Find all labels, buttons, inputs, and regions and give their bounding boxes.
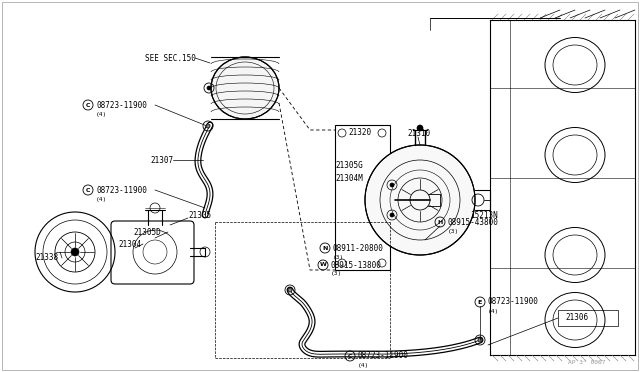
- Circle shape: [206, 124, 210, 128]
- Text: (3): (3): [333, 254, 344, 260]
- Text: 21320: 21320: [348, 128, 371, 137]
- Text: 21305: 21305: [188, 211, 211, 219]
- Text: (3): (3): [331, 272, 342, 276]
- Text: 08915-43800: 08915-43800: [448, 218, 499, 227]
- Circle shape: [390, 183, 394, 187]
- Text: 21307: 21307: [150, 155, 173, 164]
- Text: 21338: 21338: [35, 253, 58, 263]
- Text: 15213N: 15213N: [470, 211, 498, 219]
- Circle shape: [417, 125, 423, 131]
- Text: 08723-11900: 08723-11900: [358, 352, 409, 360]
- Text: 21304M: 21304M: [335, 173, 363, 183]
- Text: 08911-20800: 08911-20800: [333, 244, 384, 253]
- Text: H: H: [437, 219, 443, 224]
- Circle shape: [288, 288, 292, 292]
- Text: N: N: [323, 246, 328, 250]
- Text: 08723-11900: 08723-11900: [96, 186, 147, 195]
- Text: 21310: 21310: [407, 128, 430, 138]
- Text: (4): (4): [488, 308, 499, 314]
- Text: 08915-13800: 08915-13800: [331, 260, 382, 269]
- Text: 08723-11900: 08723-11900: [96, 100, 147, 109]
- Bar: [558, 310, 618, 326]
- Text: 21304: 21304: [118, 240, 141, 248]
- Text: C: C: [348, 353, 352, 359]
- Text: C: C: [86, 103, 90, 108]
- Text: E: E: [478, 299, 482, 305]
- Text: C: C: [86, 187, 90, 192]
- Circle shape: [390, 213, 394, 217]
- Text: 21305G: 21305G: [335, 160, 363, 170]
- Text: 08723-11900: 08723-11900: [488, 298, 539, 307]
- Text: 21305D: 21305D: [133, 228, 161, 237]
- Text: W: W: [319, 263, 326, 267]
- Text: (4): (4): [358, 362, 369, 368]
- Circle shape: [365, 145, 475, 255]
- Bar: [335, 125, 390, 270]
- Circle shape: [71, 248, 79, 256]
- Circle shape: [478, 338, 482, 342]
- Text: 21306: 21306: [565, 314, 588, 323]
- Text: (4): (4): [96, 196, 108, 202]
- Ellipse shape: [211, 57, 279, 119]
- Text: SEE SEC.150: SEE SEC.150: [145, 54, 196, 62]
- Text: (3): (3): [448, 228, 460, 234]
- Text: AP 3^ 0067: AP 3^ 0067: [568, 360, 605, 366]
- Text: (4): (4): [96, 112, 108, 116]
- Circle shape: [207, 86, 211, 90]
